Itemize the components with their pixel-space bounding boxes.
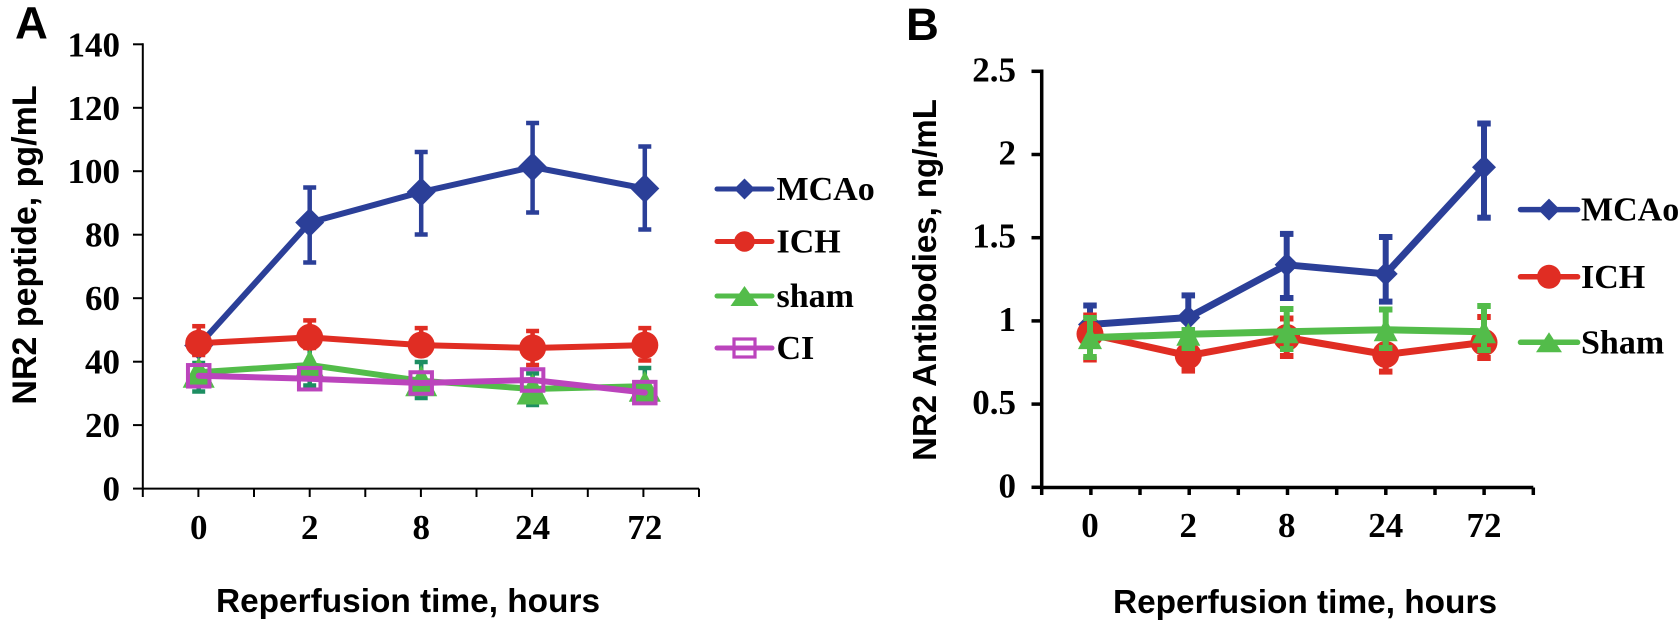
svg-text:2: 2 <box>1180 506 1198 545</box>
svg-text:100: 100 <box>68 152 121 191</box>
svg-text:24: 24 <box>515 508 550 547</box>
svg-text:1.5: 1.5 <box>972 217 1016 256</box>
svg-text:60: 60 <box>85 279 120 318</box>
svg-text:sham: sham <box>777 278 854 315</box>
svg-text:B: B <box>906 0 939 50</box>
svg-text:ICH: ICH <box>1581 259 1645 296</box>
svg-text:A: A <box>15 0 48 49</box>
svg-text:MCAo: MCAo <box>777 171 875 208</box>
svg-text:40: 40 <box>85 343 120 382</box>
svg-text:NR2 Antibodies, ng/mL: NR2 Antibodies, ng/mL <box>906 99 943 461</box>
svg-text:Sham: Sham <box>1581 324 1664 361</box>
svg-text:1: 1 <box>999 300 1017 339</box>
svg-text:ICH: ICH <box>777 224 841 261</box>
svg-text:8: 8 <box>1278 506 1296 545</box>
svg-text:Reperfusion time, hours: Reperfusion time, hours <box>216 583 600 620</box>
svg-text:8: 8 <box>412 508 430 547</box>
svg-text:72: 72 <box>1467 506 1502 545</box>
svg-text:CI: CI <box>777 330 815 367</box>
svg-text:2: 2 <box>999 134 1017 173</box>
svg-text:140: 140 <box>68 25 121 64</box>
svg-text:MCAo: MCAo <box>1581 192 1679 229</box>
svg-text:0: 0 <box>190 508 208 547</box>
svg-text:72: 72 <box>627 508 662 547</box>
svg-text:120: 120 <box>68 89 121 128</box>
svg-text:2: 2 <box>301 508 319 547</box>
svg-text:Reperfusion time, hours: Reperfusion time, hours <box>1113 584 1497 621</box>
svg-text:NR2 peptide, pg/mL: NR2 peptide, pg/mL <box>6 85 44 404</box>
svg-text:24: 24 <box>1368 506 1403 545</box>
svg-text:0.5: 0.5 <box>972 383 1016 422</box>
svg-text:20: 20 <box>85 406 120 445</box>
svg-text:0: 0 <box>1081 506 1099 545</box>
svg-text:0: 0 <box>999 466 1017 505</box>
svg-text:2.5: 2.5 <box>972 50 1016 89</box>
svg-text:80: 80 <box>85 216 120 255</box>
svg-text:0: 0 <box>103 470 121 509</box>
